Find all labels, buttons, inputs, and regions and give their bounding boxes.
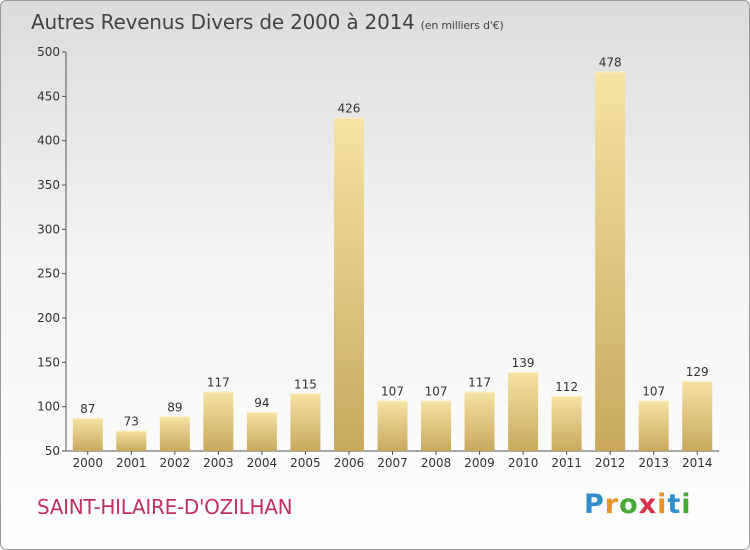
x-tick-label: 2012: [595, 456, 626, 470]
chart-title-text: Autres Revenus Divers de 2000 à 2014: [31, 10, 415, 34]
bar: [638, 400, 669, 451]
bar: [159, 416, 190, 451]
x-tick-label: 2006: [334, 456, 365, 470]
y-tick-label: 250: [37, 267, 60, 281]
bar-value-label: 139: [512, 356, 535, 370]
y-tick-label: 300: [37, 222, 60, 236]
bar-value-label: 73: [124, 415, 139, 429]
bar: [682, 380, 713, 451]
bar: [377, 400, 408, 451]
x-tick-label: 2008: [421, 456, 452, 470]
bar-value-label: 112: [555, 380, 578, 394]
x-tick-label: 2002: [160, 456, 191, 470]
x-tick-label: 2000: [72, 456, 103, 470]
bar-value-label: 478: [599, 56, 622, 70]
bar-value-label: 94: [254, 396, 269, 410]
bar: [246, 411, 277, 451]
x-tick-label: 2011: [551, 456, 582, 470]
bar: [508, 372, 539, 451]
bar: [421, 400, 452, 451]
bar-value-label: 107: [642, 384, 665, 398]
x-tick-label: 2004: [247, 456, 278, 470]
bar-value-label: 129: [686, 365, 709, 379]
bar: [464, 391, 495, 451]
bar: [203, 391, 234, 451]
bar: [551, 396, 582, 451]
bar-value-label: 117: [468, 376, 491, 390]
commune-name: SAINT-HILAIRE-D'OZILHAN: [37, 495, 293, 519]
bar-value-label: 87: [80, 402, 95, 416]
y-tick-label: 100: [37, 400, 60, 414]
x-tick-label: 2014: [682, 456, 713, 470]
x-tick-label: 2013: [638, 456, 669, 470]
bar-value-label: 107: [425, 384, 448, 398]
y-tick-label: 200: [37, 311, 60, 325]
x-tick-label: 2007: [377, 456, 408, 470]
y-tick-label: 50: [45, 444, 60, 458]
x-tick-label: 2009: [464, 456, 495, 470]
bar-value-label: 426: [338, 102, 361, 116]
y-tick-label: 350: [37, 178, 60, 192]
bar-value-label: 107: [381, 384, 404, 398]
bar: [290, 393, 321, 451]
proxiti-logo: Proxiti: [584, 489, 692, 520]
chart-title: Autres Revenus Divers de 2000 à 2014 (en …: [31, 10, 504, 34]
bar: [116, 430, 147, 451]
x-tick-label: 2003: [203, 456, 234, 470]
bar: [333, 117, 364, 451]
bar-value-label: 117: [207, 376, 230, 390]
bar-value-label: 115: [294, 377, 317, 391]
x-tick-label: 2001: [116, 456, 147, 470]
x-tick-label: 2005: [290, 456, 321, 470]
chart-unit: (en milliers d'€): [420, 19, 504, 32]
x-tick-label: 2010: [508, 456, 539, 470]
bar: [595, 71, 626, 452]
y-tick-label: 500: [37, 45, 60, 59]
y-tick-label: 150: [37, 355, 60, 369]
y-tick-label: 400: [37, 134, 60, 148]
bar: [72, 418, 103, 451]
y-tick-label: 450: [37, 89, 60, 103]
bar-value-label: 89: [167, 400, 182, 414]
